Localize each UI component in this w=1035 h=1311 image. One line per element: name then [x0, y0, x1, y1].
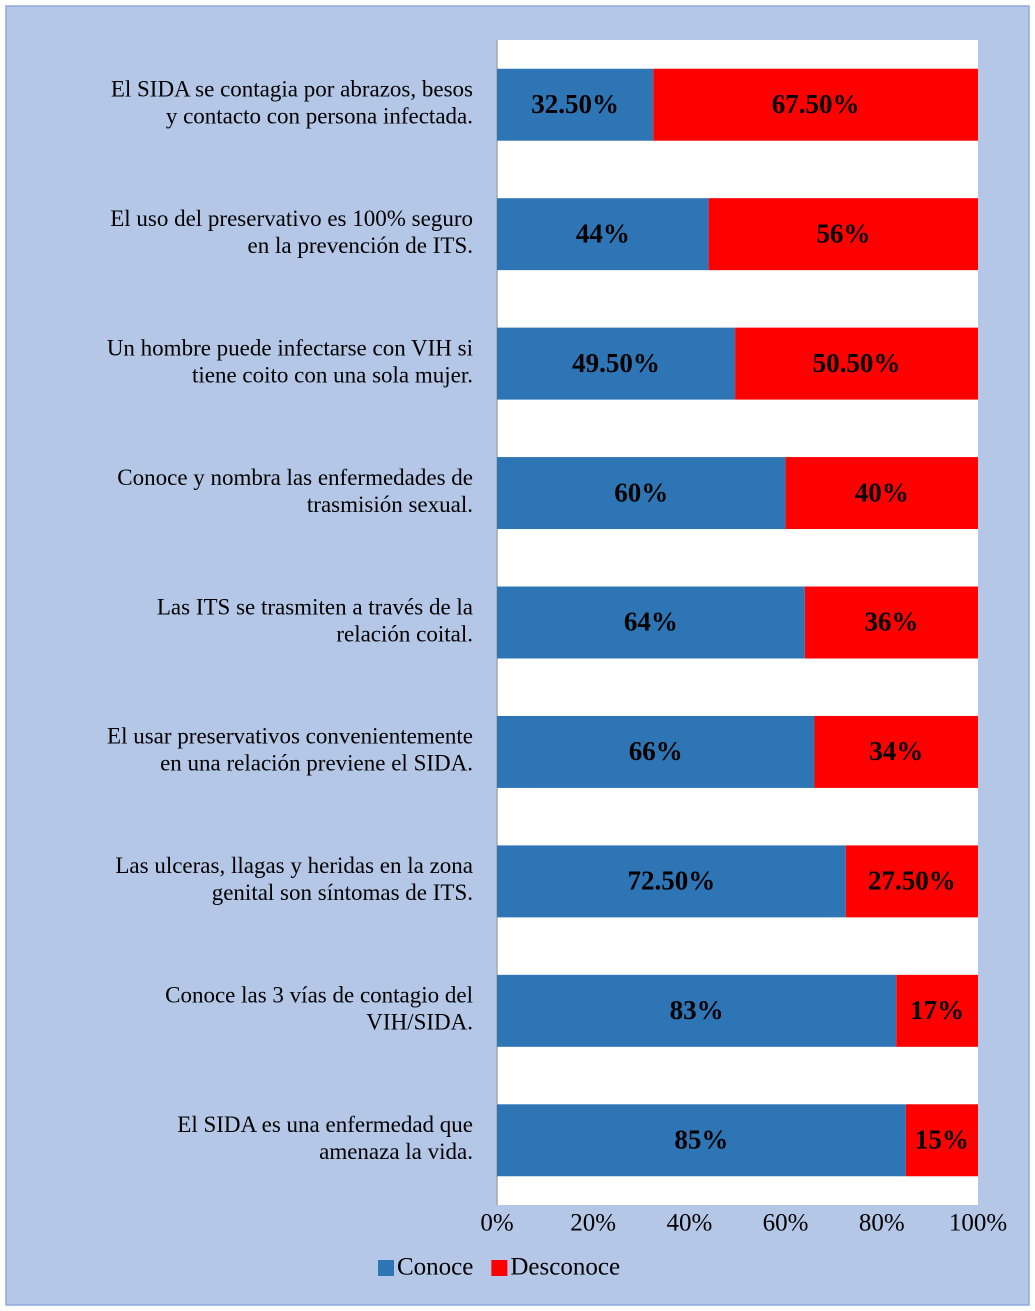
category-label: amenaza la vida. [319, 1139, 473, 1164]
category-label: trasmisión sexual. [307, 492, 473, 517]
bar-segment [785, 457, 978, 530]
category-label: genital son síntomas de ITS. [212, 880, 473, 905]
data-label: 50.50% [813, 348, 901, 378]
legend-label: Conoce [397, 1254, 473, 1281]
bar-segment [497, 974, 897, 1047]
data-label: 60% [614, 477, 668, 507]
x-tick-label: 40% [666, 1210, 712, 1237]
bar-segment [497, 457, 786, 530]
x-tick-label: 100% [949, 1210, 1007, 1237]
data-label: 36% [864, 607, 918, 637]
data-label: 56% [816, 218, 870, 248]
bar-segment [497, 586, 805, 659]
category-label: en la prevención de ITS. [248, 233, 473, 258]
category-label: en una relación previene el SIDA. [160, 751, 473, 776]
bar-segment [653, 68, 978, 141]
bar-segment [814, 715, 978, 788]
data-label: 17% [910, 995, 964, 1025]
bar-segment [708, 198, 978, 271]
data-label: 64% [624, 607, 678, 637]
category-label: y contacto con persona infectada. [166, 104, 473, 129]
category-label: Las ITS se trasmiten a través de la [157, 594, 473, 619]
bar-segment [735, 327, 978, 400]
data-label: 32.50% [531, 89, 619, 119]
data-label: 49.50% [572, 348, 660, 378]
legend-swatch [378, 1260, 394, 1276]
category-label: El SIDA se contagia por abrazos, besos [111, 77, 473, 102]
x-tick-label: 20% [570, 1210, 616, 1237]
data-label: 72.50% [627, 866, 715, 896]
bar-segment [896, 974, 978, 1047]
bar-segment [845, 845, 978, 918]
x-tick-label: 80% [859, 1210, 905, 1237]
data-label: 83% [670, 995, 724, 1025]
x-tick-label: 60% [763, 1210, 809, 1237]
data-label: 44% [576, 218, 630, 248]
data-label: 27.50% [868, 866, 956, 896]
x-tick-label: 0% [480, 1210, 513, 1237]
bar-segment [804, 586, 978, 659]
data-label: 34% [869, 736, 923, 766]
bar-segment [497, 715, 815, 788]
category-label: Las ulceras, llagas y heridas en la zona [115, 853, 473, 878]
bar-segment [497, 1104, 906, 1177]
category-label: Conoce y nombra las enfermedades de [117, 465, 473, 490]
bar-segment [497, 198, 709, 271]
category-label: tiene coito con una sola mujer. [192, 362, 473, 387]
category-label: El SIDA es una enfermedad que [177, 1112, 473, 1137]
category-label: VIH/SIDA. [366, 1010, 473, 1035]
category-label: Un hombre puede infectarse con VIH si [107, 335, 473, 360]
category-label: relación coital. [336, 621, 473, 646]
data-label: 66% [629, 736, 683, 766]
legend-swatch [491, 1260, 508, 1276]
legend-label: Desconoce [510, 1254, 620, 1281]
bar-segment [905, 1104, 978, 1177]
bar-segment [497, 68, 654, 141]
data-label: 15% [915, 1124, 969, 1154]
category-label: Conoce las 3 vías de contagio del [165, 983, 473, 1008]
data-label: 40% [855, 477, 909, 507]
bar-segment [497, 327, 736, 400]
bar-segment [497, 845, 846, 918]
category-label: El uso del preservativo es 100% seguro [110, 206, 473, 231]
category-label: El usar preservativos convenientemente [107, 724, 473, 749]
data-label: 85% [674, 1124, 728, 1154]
data-label: 67.50% [772, 89, 860, 119]
